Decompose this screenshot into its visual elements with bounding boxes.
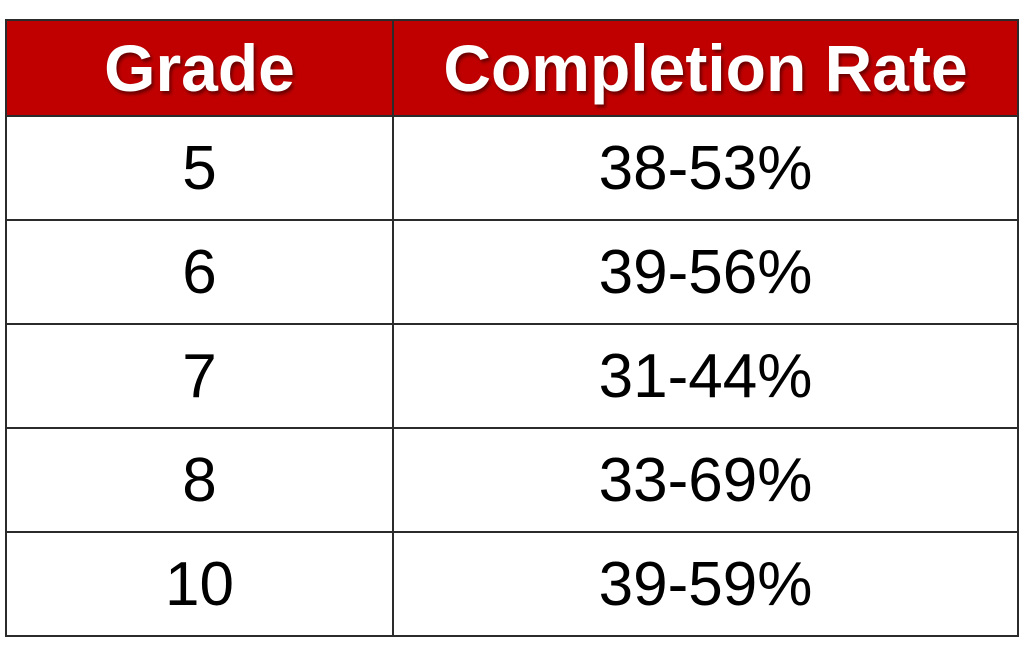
- table-body: 5 38-53% 6 39-56% 7 31-44% 8 33-69% 10 39-59%: [5, 115, 1019, 637]
- table-cell-completion-rate: 31-44%: [392, 323, 1019, 429]
- table-cell-grade: 6: [5, 219, 394, 325]
- table-cell-grade: 8: [5, 427, 394, 533]
- table-cell-completion-rate: 38-53%: [392, 115, 1019, 221]
- column-header-completion-rate: Completion Rate: [392, 19, 1019, 117]
- table-row: 8 33-69%: [5, 427, 1019, 533]
- table-cell-completion-rate: 39-59%: [392, 531, 1019, 637]
- table-cell-grade: 5: [5, 115, 394, 221]
- table-row: 7 31-44%: [5, 323, 1019, 429]
- table-cell-grade: 10: [5, 531, 394, 637]
- table-cell-grade: 7: [5, 323, 394, 429]
- completion-rate-table: Grade Completion Rate 5 38-53% 6 39-56% 7 31-4…: [5, 19, 1019, 637]
- table-cell-completion-rate: 33-69%: [392, 427, 1019, 533]
- table-row: 5 38-53%: [5, 115, 1019, 221]
- completion-table-container: Grade Completion Rate 5 38-53% 6 39-56% 7 31-4…: [5, 19, 1019, 637]
- table-row: 6 39-56%: [5, 219, 1019, 325]
- column-header-grade: Grade: [5, 19, 394, 117]
- table-cell-completion-rate: 39-56%: [392, 219, 1019, 325]
- table-row: 10 39-59%: [5, 531, 1019, 637]
- table-header-row: Grade Completion Rate: [5, 19, 1019, 117]
